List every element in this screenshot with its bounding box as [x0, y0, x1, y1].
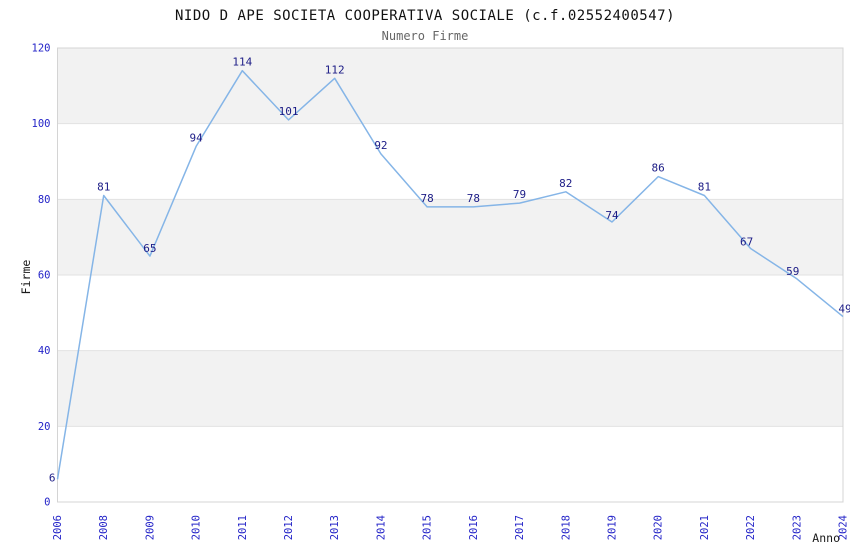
value-label: 79 — [513, 188, 526, 201]
value-label: 49 — [838, 303, 850, 316]
x-tick-label: 2018 — [560, 515, 572, 540]
value-label: 86 — [652, 162, 665, 175]
y-tick-label: 20 — [38, 421, 51, 433]
plot-band — [57, 350, 843, 427]
chart-title: NIDO D APE SOCIETA COOPERATIVA SOCIALE (… — [175, 8, 675, 24]
x-tick-label: 2011 — [237, 515, 249, 540]
x-tick-label: 2020 — [653, 515, 665, 540]
x-tick-label: 2023 — [791, 515, 803, 540]
value-label: 101 — [279, 105, 299, 118]
x-tick-label: 2019 — [606, 515, 618, 540]
series-line — [56, 69, 844, 480]
y-tick-label: 120 — [32, 43, 51, 55]
chart-subtitle: Numero Firme — [382, 29, 469, 43]
value-label: 67 — [740, 236, 753, 249]
y-axis-label: Firme — [19, 260, 33, 295]
plot-band — [57, 48, 843, 124]
value-label: 92 — [374, 139, 387, 152]
y-tick-label: 60 — [38, 270, 51, 282]
x-tick-label: 2024 — [838, 515, 850, 540]
plot-band — [57, 199, 843, 275]
value-label: 81 — [97, 181, 110, 194]
value-label: 65 — [143, 242, 156, 255]
value-label: 94 — [189, 131, 203, 144]
value-label: 81 — [698, 181, 711, 194]
value-label: 6 — [49, 471, 56, 484]
value-label: 78 — [467, 192, 480, 205]
y-tick-label: 80 — [38, 194, 51, 206]
x-tick-label: 2010 — [191, 515, 203, 540]
x-tick-label: 2022 — [745, 515, 757, 540]
x-tick-label: 2016 — [468, 515, 480, 540]
y-tick-label: 40 — [38, 345, 51, 357]
value-label: 112 — [325, 63, 345, 76]
x-tick-label: 2012 — [283, 515, 295, 540]
x-tick-label: 2014 — [375, 515, 387, 540]
plot-area: 0 20 40 60 80 100 120 2006 2008 2009 2010 2011 2012 2… — [32, 43, 850, 541]
value-label: 59 — [786, 265, 799, 278]
plot-border — [57, 47, 844, 503]
value-label: 78 — [421, 192, 434, 205]
x-tick-label: 2006 — [52, 515, 64, 540]
value-label: 114 — [232, 56, 252, 69]
value-label: 74 — [605, 209, 619, 222]
x-tick-label: 2009 — [144, 515, 156, 540]
x-tick-label: 2021 — [699, 515, 711, 540]
x-tick-label: 2017 — [514, 515, 526, 540]
y-tick-label: 0 — [44, 497, 50, 509]
x-tick-label: 2013 — [329, 515, 341, 540]
x-axis-label: Anno — [812, 531, 840, 545]
x-tick-label: 2015 — [422, 515, 434, 540]
x-tick-label: 2008 — [98, 515, 110, 540]
y-tick-label: 100 — [32, 118, 51, 130]
value-label: 82 — [559, 177, 572, 190]
